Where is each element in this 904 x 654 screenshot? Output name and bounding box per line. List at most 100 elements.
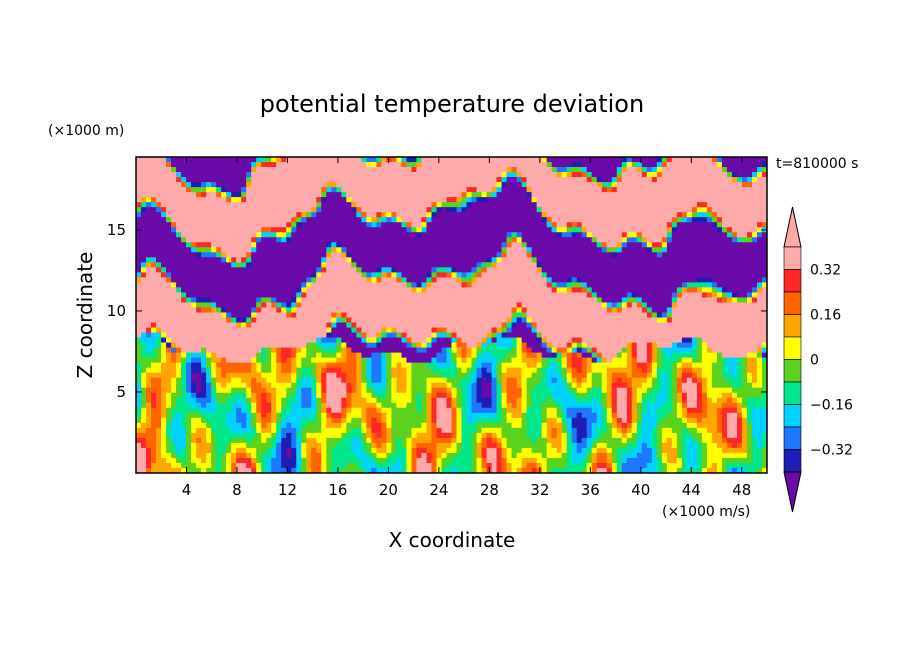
heatmap-cell <box>351 292 357 299</box>
heatmap-cell <box>651 172 658 178</box>
heatmap-cell <box>281 327 287 334</box>
heatmap-cell <box>341 187 347 193</box>
heatmap-cell <box>206 302 212 309</box>
heatmap-cell <box>676 192 683 198</box>
heatmap-cell <box>621 307 628 314</box>
heatmap-cell <box>606 267 613 273</box>
heatmap-cell <box>446 292 453 299</box>
heatmap-cell <box>621 287 628 294</box>
heatmap-cell <box>621 337 628 344</box>
heatmap-cell <box>401 232 408 238</box>
heatmap-cell <box>586 262 593 268</box>
heatmap-field <box>136 157 767 473</box>
heatmap-cell <box>276 187 282 193</box>
heatmap-cell <box>206 192 212 198</box>
heatmap-cell <box>266 252 272 258</box>
heatmap-cell <box>541 337 548 344</box>
heatmap-cell <box>536 222 543 228</box>
heatmap-cell <box>746 262 753 268</box>
heatmap-cell <box>156 292 162 299</box>
heatmap-cell <box>441 297 448 304</box>
heatmap-cell <box>441 292 448 299</box>
heatmap-cell <box>551 337 558 344</box>
heatmap-cell <box>281 197 287 203</box>
heatmap-cell <box>216 312 222 319</box>
heatmap-cell <box>396 322 403 329</box>
heatmap-cell <box>306 237 312 243</box>
heatmap-cell <box>731 227 738 233</box>
heatmap-cell <box>701 292 708 299</box>
heatmap-cell <box>391 272 398 278</box>
heatmap-cell <box>736 312 743 319</box>
heatmap-cell <box>621 237 628 243</box>
heatmap-cell <box>701 307 708 314</box>
heatmap-cell <box>221 202 227 208</box>
heatmap-cell <box>576 212 583 218</box>
heatmap-cell <box>391 187 398 193</box>
heatmap-cell <box>151 327 157 334</box>
heatmap-cell <box>536 277 543 283</box>
heatmap-cell <box>501 302 508 309</box>
heatmap-cell <box>651 312 658 319</box>
heatmap-cell <box>481 302 488 309</box>
heatmap-cell <box>701 267 708 273</box>
heatmap-cell <box>616 212 623 218</box>
heatmap-cell <box>246 202 252 208</box>
heatmap-cell <box>586 237 593 243</box>
heatmap-cell <box>156 232 162 238</box>
heatmap-cell <box>156 287 162 294</box>
heatmap-cell <box>281 302 287 309</box>
heatmap-cell <box>551 292 558 299</box>
heatmap-cell <box>681 217 688 223</box>
heatmap-cell <box>171 307 177 314</box>
heatmap-cell <box>156 282 162 289</box>
heatmap-cell <box>331 187 337 193</box>
heatmap-cell <box>436 197 443 203</box>
heatmap-cell <box>366 217 372 223</box>
heatmap-cell <box>351 237 357 243</box>
heatmap-cell <box>376 337 382 344</box>
heatmap-cell <box>541 207 548 213</box>
heatmap-cell <box>306 222 312 228</box>
heatmap-cell <box>241 242 247 248</box>
heatmap-cell <box>326 162 332 168</box>
heatmap-cell <box>141 162 147 168</box>
heatmap-cell <box>501 272 508 278</box>
heatmap-cell <box>276 192 282 198</box>
heatmap-cell <box>181 197 187 203</box>
heatmap-cell <box>506 347 513 354</box>
heatmap-cell <box>621 252 628 258</box>
heatmap-cell <box>506 207 513 213</box>
heatmap-cell <box>741 197 748 203</box>
heatmap-cell <box>656 187 663 193</box>
heatmap-cell <box>521 327 528 334</box>
heatmap-cell <box>276 322 282 329</box>
heatmap-cell <box>146 252 152 258</box>
heatmap-cell <box>146 302 152 309</box>
heatmap-cell <box>326 337 332 344</box>
heatmap-cell <box>656 317 663 324</box>
heatmap-cell <box>441 257 448 263</box>
heatmap-cell <box>596 287 603 294</box>
heatmap-cell <box>391 347 398 354</box>
heatmap-cell <box>406 312 413 319</box>
heatmap-cell <box>451 177 458 183</box>
heatmap-cell <box>391 337 398 344</box>
heatmap-cell <box>746 312 753 319</box>
heatmap-cell <box>516 162 523 168</box>
heatmap-cell <box>441 182 448 188</box>
heatmap-cell <box>231 312 237 319</box>
heatmap-cell <box>546 242 553 248</box>
heatmap-cell <box>331 207 337 213</box>
heatmap-cell <box>351 197 357 203</box>
heatmap-cell <box>681 327 688 334</box>
heatmap-cell <box>546 187 553 193</box>
heatmap-cell <box>741 247 748 253</box>
heatmap-cell <box>456 352 463 359</box>
heatmap-cell <box>456 242 463 248</box>
heatmap-cell <box>206 332 212 339</box>
heatmap-cell <box>451 297 458 304</box>
heatmap-cell <box>566 207 573 213</box>
heatmap-cell <box>581 312 588 319</box>
heatmap-cell <box>256 167 262 173</box>
